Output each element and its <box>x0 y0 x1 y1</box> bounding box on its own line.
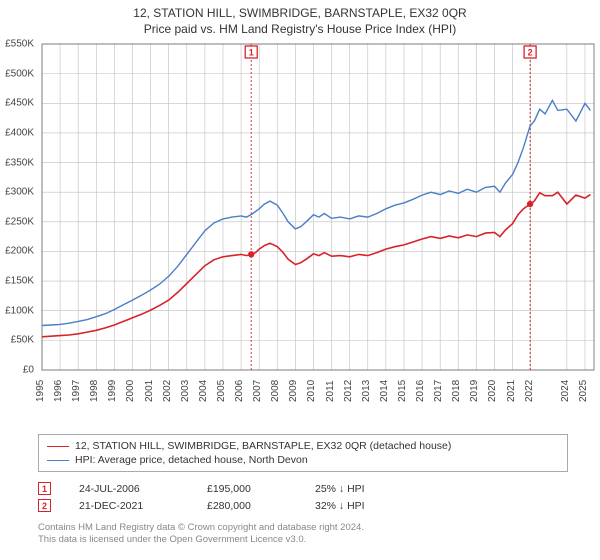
x-axis-label: 2022 <box>524 380 535 402</box>
legend-item: 12, STATION HILL, SWIMBRIDGE, BARNSTAPLE… <box>47 439 559 453</box>
svg-text:2: 2 <box>528 48 533 58</box>
x-axis-label: 2007 <box>252 380 263 402</box>
x-axis-label: 2012 <box>343 380 354 402</box>
y-axis-label: £450K <box>5 98 34 109</box>
footer-attribution: Contains HM Land Registry data © Crown c… <box>38 522 568 547</box>
x-axis-label: 2000 <box>125 380 136 402</box>
chart-title: 12, STATION HILL, SWIMBRIDGE, BARNSTAPLE… <box>0 0 600 20</box>
x-axis-label: 2002 <box>162 380 173 402</box>
y-axis-label: £400K <box>5 127 34 138</box>
x-axis-label: 1999 <box>107 380 118 402</box>
x-axis-label: 2021 <box>506 380 517 402</box>
y-axis-label: £0 <box>23 365 34 376</box>
x-axis-label: 2018 <box>451 380 462 402</box>
x-axis-label: 1997 <box>71 380 82 402</box>
legend-item: HPI: Average price, detached house, Nort… <box>47 453 559 467</box>
sale-date: 24-JUL-2006 <box>79 483 179 495</box>
y-axis-label: £550K <box>5 39 34 50</box>
x-axis-label: 2014 <box>379 380 390 402</box>
chart-area: 12 £0£50K£100K£150K£200K£250K£300K£350K£… <box>38 40 598 398</box>
sale-pct: 25% ↓ HPI <box>315 483 415 495</box>
y-axis-label: £50K <box>11 335 34 346</box>
x-axis-label: 2013 <box>361 380 372 402</box>
y-axis-label: £500K <box>5 68 34 79</box>
x-axis-label: 2004 <box>198 380 209 402</box>
series-property <box>42 192 590 337</box>
legend-label: 12, STATION HILL, SWIMBRIDGE, BARNSTAPLE… <box>75 440 451 452</box>
x-axis-label: 2024 <box>560 380 571 402</box>
sale-marker-icon: 2 <box>38 499 51 512</box>
x-axis-label: 2011 <box>325 380 336 402</box>
x-axis-label: 2019 <box>469 380 480 402</box>
x-axis-label: 2016 <box>415 380 426 402</box>
y-axis-label: £250K <box>5 216 34 227</box>
x-axis-label: 1995 <box>35 380 46 402</box>
footer-line1: Contains HM Land Registry data © Crown c… <box>38 522 568 534</box>
legend-swatch <box>47 460 69 461</box>
sale-point-2 <box>527 201 533 207</box>
x-axis-label: 2020 <box>487 380 498 402</box>
sales-table: 1 24-JUL-2006 £195,000 25% ↓ HPI 2 21-DEC-202… <box>38 480 568 514</box>
x-axis-label: 1996 <box>53 380 64 402</box>
chart-svg: 12 <box>38 40 598 398</box>
x-axis-label: 2005 <box>216 380 227 402</box>
y-axis-label: £150K <box>5 276 34 287</box>
x-axis-label: 2003 <box>180 380 191 402</box>
sale-row: 1 24-JUL-2006 £195,000 25% ↓ HPI <box>38 480 568 497</box>
y-axis-label: £200K <box>5 246 34 257</box>
sale-pct: 32% ↓ HPI <box>315 500 415 512</box>
sale-price: £195,000 <box>207 483 287 495</box>
sale-date: 21-DEC-2021 <box>79 500 179 512</box>
footer-line2: This data is licensed under the Open Gov… <box>38 534 568 546</box>
x-axis-label: 2008 <box>270 380 281 402</box>
sale-marker-icon: 1 <box>38 482 51 495</box>
x-axis-label: 2010 <box>306 380 317 402</box>
y-axis-label: £350K <box>5 157 34 168</box>
x-axis-label: 2006 <box>234 380 245 402</box>
sale-row: 2 21-DEC-2021 £280,000 32% ↓ HPI <box>38 497 568 514</box>
chart-subtitle: Price paid vs. HM Land Registry's House … <box>0 20 600 40</box>
x-axis-label: 1998 <box>89 380 100 402</box>
y-axis-label: £100K <box>5 305 34 316</box>
legend-label: HPI: Average price, detached house, Nort… <box>75 454 308 466</box>
x-axis-label: 2015 <box>397 380 408 402</box>
x-axis-label: 2017 <box>433 380 444 402</box>
x-axis-label: 2025 <box>578 380 589 402</box>
legend-swatch <box>47 446 69 447</box>
x-axis-label: 2009 <box>288 380 299 402</box>
sale-price: £280,000 <box>207 500 287 512</box>
y-axis-label: £300K <box>5 187 34 198</box>
legend: 12, STATION HILL, SWIMBRIDGE, BARNSTAPLE… <box>38 434 568 472</box>
x-axis-label: 2001 <box>144 380 155 402</box>
svg-text:1: 1 <box>249 48 254 58</box>
sale-point-1 <box>248 251 254 257</box>
series-hpi <box>42 100 590 325</box>
